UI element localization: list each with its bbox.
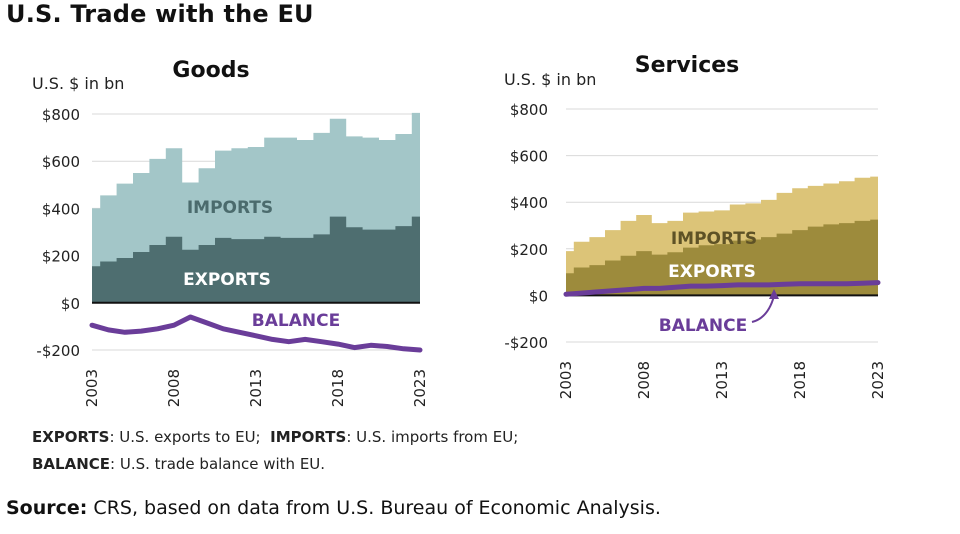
goods-ytick-label: $200 [42,248,80,266]
footnote-line-1: EXPORTS: U.S. exports to EU; IMPORTS: U.… [32,428,518,446]
services-xtick-label: 2013 [713,361,731,399]
services-xtick-label: 2018 [791,361,809,399]
page-title: U.S. Trade with the EU [6,0,314,28]
goods-exports-area [92,216,420,303]
services-xtick-label: 2003 [557,361,575,399]
goods-ytick-label: $0 [61,295,80,313]
services-ylabel: U.S. $ in bn [504,70,596,89]
services-balance-label: BALANCE [659,316,747,336]
services-chart: Services U.S. $ in bn $800 $600 $400 $200 $0 -$… [504,53,887,399]
services-ytick-label: $400 [510,194,548,212]
goods-exports-label: EXPORTS [183,270,271,290]
goods-xtick-label: 2013 [247,369,265,407]
goods-ylabel: U.S. $ in bn [32,74,124,93]
services-imports-label: IMPORTS [671,229,757,249]
goods-title: Goods [172,58,249,83]
footnote-balance-key: BALANCE [32,455,111,473]
services-ytick-label: $600 [510,148,548,166]
services-balance-line [563,280,881,297]
footnote-exports-text: : U.S. exports to EU; [109,428,261,446]
services-exports-label: EXPORTS [668,262,756,282]
source-text: CRS, based on data from U.S. Bureau of E… [87,497,661,519]
footnote-imports-text: : U.S. imports from EU; [346,428,519,446]
goods-ytick-label: -$200 [36,342,80,360]
goods-xtick-label: 2008 [165,369,183,407]
services-exports-area [566,219,878,296]
services-ytick-label: $800 [510,101,548,119]
goods-xtick-label: 2023 [411,369,429,407]
services-ytick-label: -$200 [504,334,548,352]
goods-ytick-label: $600 [42,153,80,171]
goods-chart: Goods U.S. $ in bn $800 $600 $400 $200 $0 -$200… [32,58,429,407]
source-label: Source: [6,497,88,519]
goods-xtick-label: 2018 [329,369,347,407]
footnote-imports-key: IMPORTS [270,428,347,446]
services-xtick-label: 2008 [635,361,653,399]
footnote-line-2: BALANCE: U.S. trade balance with EU. [32,455,325,473]
goods-xtick-label: 2003 [83,369,101,407]
footnote-balance-text: : U.S. trade balance with EU. [110,455,326,473]
footnote-exports-key: EXPORTS [32,428,110,446]
services-xtick-label: 2023 [869,361,887,399]
services-ytick-label: $200 [510,241,548,259]
services-balance-arrowhead [769,289,779,299]
goods-ytick-label: $800 [42,106,80,124]
services-balance-arrow [751,295,775,323]
source-note: Source: CRS, based on data from U.S. Bur… [6,497,661,519]
goods-balance-label: BALANCE [252,311,340,331]
goods-ytick-label: $400 [42,200,80,218]
goods-balance-line [89,314,423,353]
services-ytick-label: $0 [529,287,548,305]
goods-imports-label: IMPORTS [187,198,273,218]
services-title: Services [635,53,740,78]
